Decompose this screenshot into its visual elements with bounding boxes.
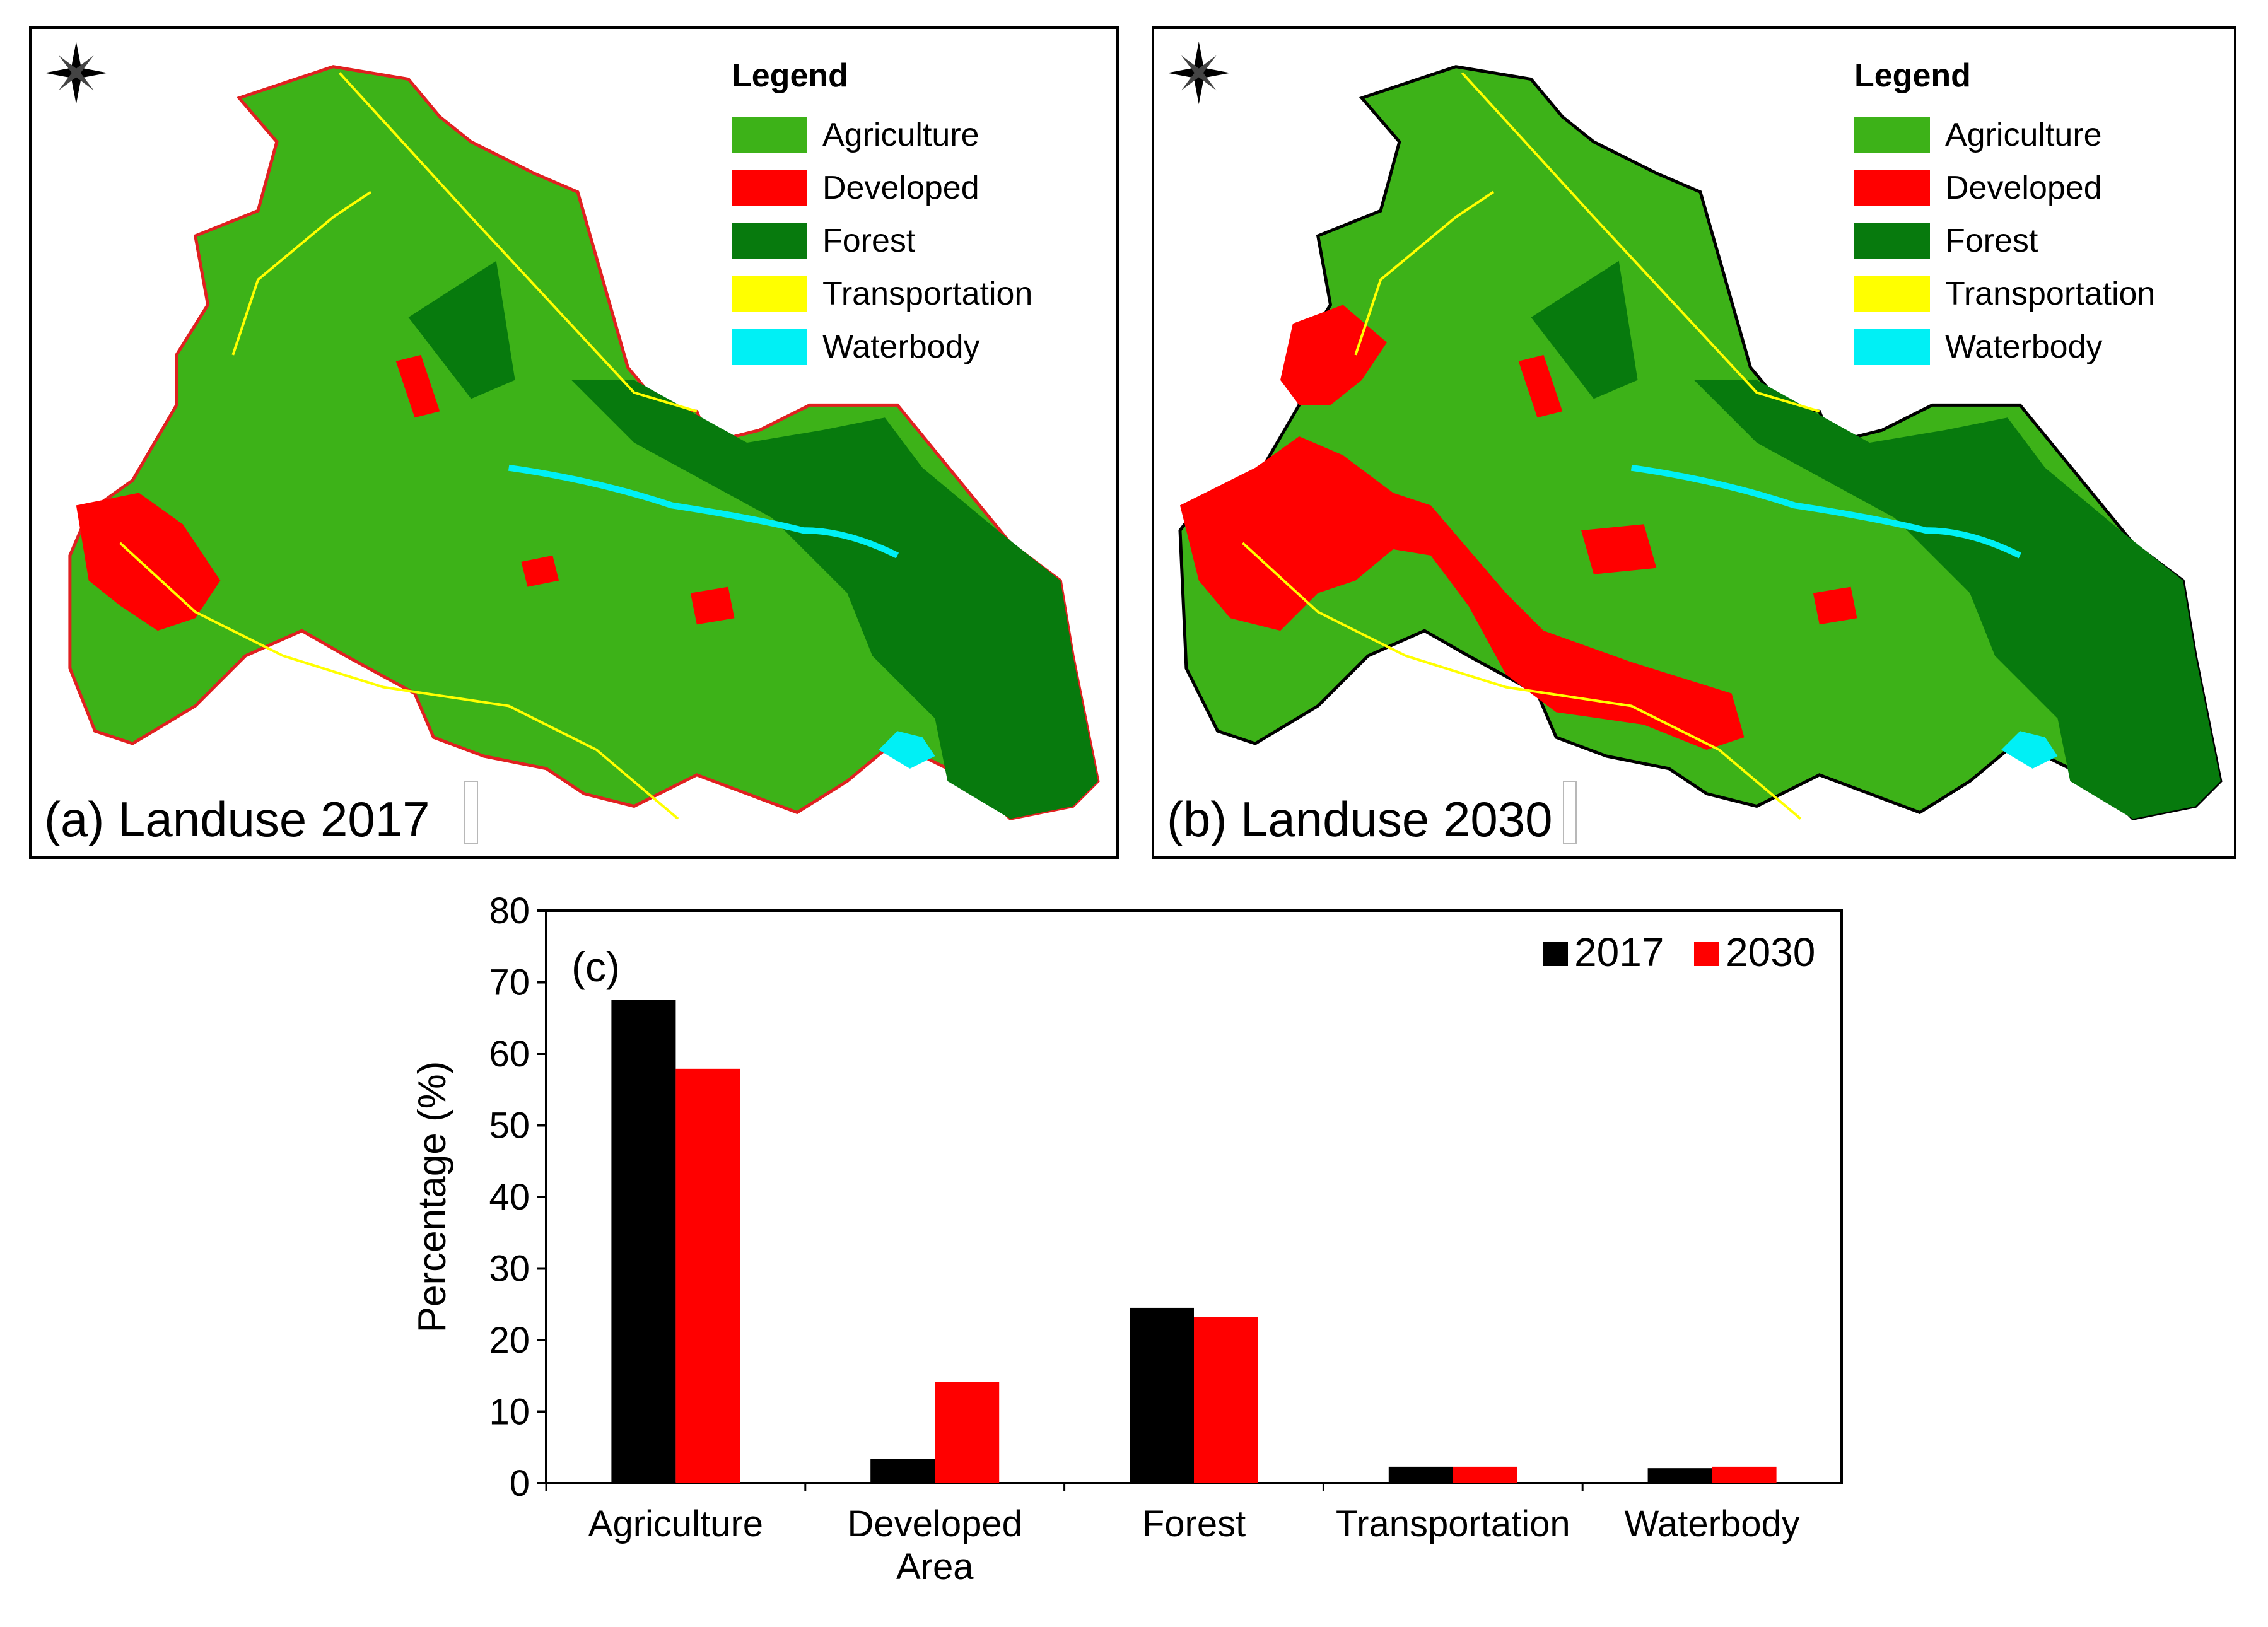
map-region-waterbody [508, 464, 899, 559]
bar-2030-4 [1712, 1466, 1777, 1483]
y-tick-label: 0 [510, 1463, 530, 1504]
landuse-map-2030 [1167, 41, 2223, 821]
map-panel-2017: Legend Agriculture Developed Forest Tran… [29, 26, 1119, 859]
x-tick-label: Waterbody [1624, 1503, 1799, 1544]
legend-swatch [732, 170, 807, 206]
x-tick-label: Area [896, 1546, 974, 1587]
y-tick-label: 30 [489, 1249, 530, 1290]
legend-item-developed: Developed [1834, 161, 2234, 214]
legend-item-waterbody: Waterbody [711, 320, 1115, 373]
map-region-transportation [1242, 72, 1820, 820]
bar-2017-2 [1130, 1307, 1194, 1483]
legend-item-forest: Forest [711, 214, 1115, 267]
map-region-waterbody [1630, 464, 2022, 559]
legend-item-agriculture: Agriculture [711, 108, 1115, 161]
compass-rose-icon [1167, 41, 1230, 105]
map-region-waterbody-lake [879, 731, 935, 769]
legend-item-agriculture: Agriculture [1834, 108, 2234, 161]
legend-label: Forest [1945, 223, 2038, 259]
legend-label: Developed [1945, 170, 2102, 206]
bar-2030-3 [1453, 1466, 1517, 1483]
y-tick-label: 40 [489, 1177, 530, 1218]
y-tick-label: 60 [489, 1034, 530, 1075]
legend-item-transportation: Transportation [1834, 267, 2234, 320]
y-tick-label: 70 [489, 962, 530, 1003]
y-tick-label: 10 [489, 1392, 530, 1433]
map-region-waterbody-lake [2001, 731, 2058, 769]
legend-label: Waterbody [822, 329, 980, 365]
map-legend: Legend Agriculture Developed Forest Tran… [711, 57, 1115, 373]
bar-2017-0 [611, 1000, 676, 1483]
legend-label: Agriculture [822, 117, 979, 153]
legend-label: Forest [822, 223, 916, 259]
map-region-transportation [119, 72, 698, 820]
x-tick-label: Developed [848, 1503, 1022, 1544]
map-region-developed-patch [395, 354, 440, 418]
legend-label-2017: 2017 [1574, 930, 1664, 975]
text-cursor-mark [1563, 781, 1577, 844]
legend-swatch [1854, 329, 1930, 365]
legend-label: Transportation [1945, 276, 2156, 312]
map-region-developed [76, 493, 221, 631]
map-caption: (b) Landuse 2030 [1167, 791, 1553, 847]
legend-swatch [732, 276, 807, 312]
legend-label: Developed [822, 170, 979, 206]
map-region-developed [1179, 436, 1745, 750]
legend-swatch [1854, 223, 1930, 259]
legend-swatch [1854, 117, 1930, 153]
y-tick-label: 20 [489, 1320, 530, 1361]
map-region-developed-patch [1813, 586, 1857, 625]
bar-2030-0 [675, 1068, 740, 1483]
legend-item-transportation: Transportation [711, 267, 1115, 320]
bar-2017-1 [870, 1459, 935, 1483]
legend-swatch-2017 [1543, 942, 1568, 966]
map-region-forest-patch [1531, 260, 1638, 399]
map-region-developed-patch [521, 555, 559, 587]
legend-swatch [732, 223, 807, 259]
legend-title: Legend [732, 57, 848, 94]
legend-swatch [1854, 276, 1930, 312]
map-region-forest-patch [408, 260, 515, 399]
legend-swatch [1854, 170, 1930, 206]
map-region-forest [571, 380, 1098, 819]
bar-2017-4 [1647, 1468, 1712, 1483]
bar-2017-3 [1388, 1466, 1453, 1483]
legend-label: Transportation [822, 276, 1033, 312]
map-region-forest [1694, 380, 2221, 819]
map-region-developed-patch [690, 586, 735, 625]
y-tick-label: 50 [489, 1105, 530, 1146]
text-cursor-mark [464, 781, 478, 844]
legend-label: Waterbody [1945, 329, 2103, 365]
legend-swatch [732, 117, 807, 153]
legend-label: Agriculture [1945, 117, 2102, 153]
legend-swatch-2030 [1694, 942, 1719, 966]
map-panel-2030: Legend Agriculture Developed Forest Tran… [1152, 26, 2236, 859]
legend-title: Legend [1854, 57, 1971, 94]
x-tick-label: Transportation [1336, 1503, 1570, 1544]
map-region-developed [1280, 305, 1387, 405]
legend-item-developed: Developed [711, 161, 1115, 214]
map-region-developed-patch [1518, 354, 1563, 418]
y-tick-label: 80 [489, 890, 530, 931]
x-tick-label: Agriculture [588, 1503, 763, 1544]
bar-2030-1 [935, 1382, 1000, 1483]
map-caption: (a) Landuse 2017 [44, 791, 430, 847]
legend-item-waterbody: Waterbody [1834, 320, 2234, 373]
y-axis-label: Percentage (%) [411, 1061, 454, 1333]
legend-item-forest: Forest [1834, 214, 2234, 267]
landuse-map-2017 [45, 41, 1100, 821]
bar-2030-2 [1194, 1317, 1258, 1483]
map-region-developed-patch [1581, 524, 1657, 574]
chart-panel-label: (c) [571, 943, 620, 990]
legend-swatch [732, 329, 807, 365]
x-tick-label: Forest [1142, 1503, 1246, 1544]
map-legend: Legend Agriculture Developed Forest Tran… [1834, 57, 2234, 373]
legend-label-2030: 2030 [1726, 930, 1815, 975]
compass-rose-icon [45, 41, 108, 105]
